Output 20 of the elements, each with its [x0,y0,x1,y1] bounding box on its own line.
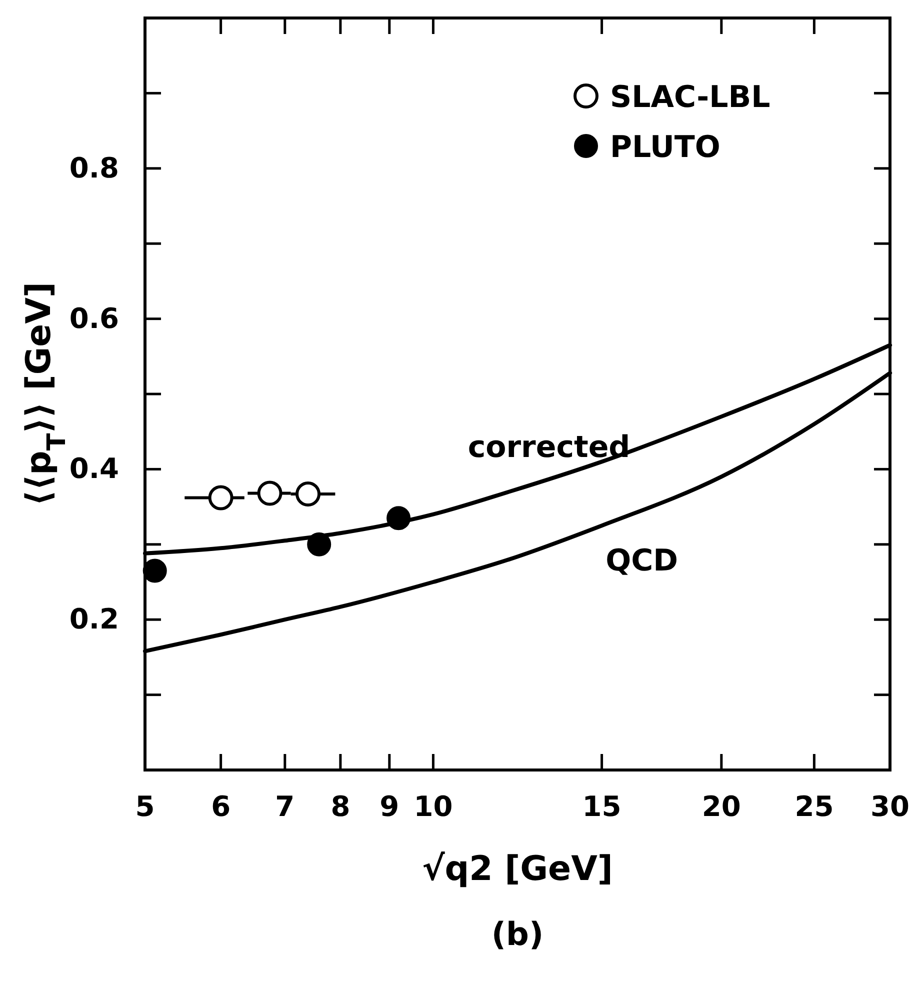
y-tick-label: 0.8 [69,151,119,184]
x-tick-label: 10 [414,790,453,823]
x-tick-label: 30 [870,790,910,823]
x-tick-label: 5 [135,790,155,823]
x-tick-label: 7 [275,790,295,823]
x-tick-label: 8 [330,790,350,823]
text: (b) [491,915,544,953]
annotation: corrected [468,430,630,465]
y-tick-label: 0.4 [69,452,119,486]
y-tick-label: 0.6 [69,302,119,335]
x-tick-label: 9 [380,790,400,823]
x-tick-label: 25 [794,790,834,823]
y-tick-label: 0.2 [69,602,119,636]
legend-label: PLUTO [610,130,720,165]
x-tick-label: 15 [582,790,622,823]
x-axis-title: √q2 [GeV] [422,849,613,889]
x-tick-label: 6 [211,790,231,823]
annotation: QCD [606,544,678,579]
x-tick-label: 20 [702,790,741,823]
legend-label: SLAC-LBL [610,80,770,115]
